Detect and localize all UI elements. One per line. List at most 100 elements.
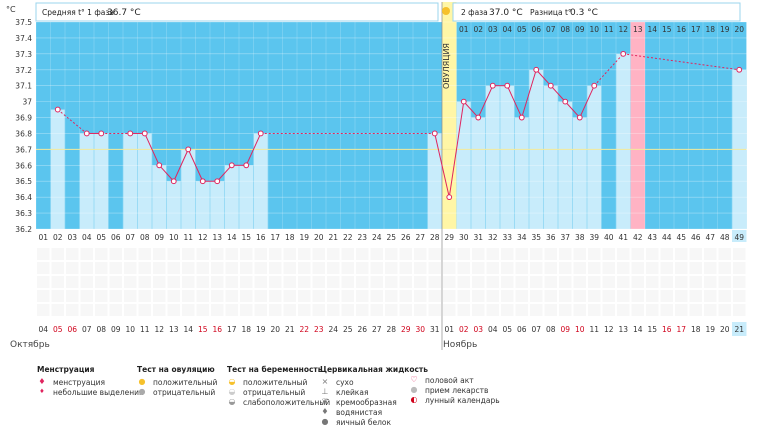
weak-face-icon: ◒ xyxy=(228,397,236,406)
legend-menstruation: Менструация ♦ менструация ♦ небольшие выде… xyxy=(37,365,144,397)
temperature-point xyxy=(562,98,569,105)
temperature-point xyxy=(228,162,235,169)
icon-cell xyxy=(660,248,673,260)
icon-cell xyxy=(573,262,586,274)
y-tick-label: 36.2 xyxy=(15,225,32,234)
icon-cell xyxy=(138,290,151,302)
cycle-day: 33 xyxy=(502,233,512,242)
date-label: 07 xyxy=(82,325,92,334)
smile-icon: ◒ xyxy=(228,377,236,386)
icon-cell xyxy=(530,248,543,260)
icon-cell xyxy=(515,248,528,260)
y-tick-label: 37.4 xyxy=(15,34,32,43)
temperature-bar xyxy=(239,165,254,229)
icon-cell xyxy=(240,290,253,302)
legend-item: клейкая xyxy=(336,387,369,397)
temperature-line-segment xyxy=(245,133,262,166)
icon-cell xyxy=(370,304,383,316)
icon-cell xyxy=(689,262,702,274)
date-label: 06 xyxy=(517,325,527,334)
legend-menstruation-title: Менструация xyxy=(37,365,95,374)
phase1-label: Средняя t° 1 фаза xyxy=(42,8,114,17)
icon-cell xyxy=(602,290,615,302)
y-tick-label: 36.5 xyxy=(15,177,32,186)
date-label: 11 xyxy=(140,325,150,334)
icon-cell xyxy=(660,290,673,302)
sun-icon xyxy=(442,7,450,15)
temperature-bar xyxy=(587,85,602,229)
date-label: 31 xyxy=(430,325,440,334)
legend-item: слабоположительный xyxy=(243,397,331,407)
icon-cell xyxy=(211,290,224,302)
phase2-day: 01 xyxy=(459,25,469,34)
cycle-day: 37 xyxy=(560,233,570,242)
temperature-point xyxy=(214,178,221,185)
icon-cell xyxy=(269,276,282,288)
icon-cell xyxy=(414,248,427,260)
icon-cell xyxy=(718,276,731,288)
icon-cell xyxy=(167,304,180,316)
icon-cell xyxy=(588,304,601,316)
date-label: 18 xyxy=(691,325,701,334)
icon-cell xyxy=(283,290,296,302)
cycle-day: 10 xyxy=(169,233,179,242)
icon-cell xyxy=(80,262,93,274)
phase2-day: 12 xyxy=(618,25,628,34)
phase2-value: 37.0 °C xyxy=(489,8,523,18)
icon-cell xyxy=(689,304,702,316)
cycle-day: 18 xyxy=(285,233,295,242)
icon-cell xyxy=(327,248,340,260)
sticky-icon: ⊥ xyxy=(321,387,329,396)
temperature-point xyxy=(141,130,148,137)
date-label: 20 xyxy=(720,325,730,334)
temperature-bar xyxy=(79,133,94,229)
icon-cell xyxy=(573,290,586,302)
legend-item: сухо xyxy=(336,377,354,387)
icon-cell xyxy=(211,248,224,260)
icon-cell xyxy=(211,276,224,288)
icon-cell xyxy=(254,262,267,274)
legend-item: отрицательный xyxy=(153,387,216,397)
icon-cell xyxy=(327,262,340,274)
icon-cell xyxy=(80,276,93,288)
icon-cell xyxy=(559,290,572,302)
icon-cell xyxy=(385,262,398,274)
icon-cell xyxy=(530,262,543,274)
icon-cell xyxy=(675,248,688,260)
date-label: 11 xyxy=(589,325,599,334)
icon-cell xyxy=(428,276,441,288)
cycle-day: 48 xyxy=(720,233,730,242)
temperature-point xyxy=(185,146,192,153)
icon-cell xyxy=(486,262,499,274)
icon-cell xyxy=(283,276,296,288)
legend-pregnancy-test: Тест на беременность ◒ положительный ◒ отр… xyxy=(227,365,330,407)
icon-cell xyxy=(138,262,151,274)
phase2-day: 19 xyxy=(720,25,730,34)
icon-cell xyxy=(414,290,427,302)
date-label: 12 xyxy=(154,325,164,334)
icon-cell xyxy=(370,248,383,260)
icon-cell xyxy=(588,262,601,274)
temperature-point xyxy=(475,114,482,121)
legend-cervical-fluid: Цервикальная жидкость × сухо ⊥ клейкая ❦ кр… xyxy=(320,365,428,427)
temperature-line-segment xyxy=(187,149,204,182)
icon-cell xyxy=(327,304,340,316)
icon-cell xyxy=(515,304,528,316)
icon-cell xyxy=(95,276,108,288)
icon-cell xyxy=(443,290,456,302)
cycle-day: 12 xyxy=(198,233,208,242)
icon-cell xyxy=(109,276,122,288)
icon-cell xyxy=(167,248,180,260)
date-label: 10 xyxy=(575,325,585,334)
icon-cell xyxy=(457,262,470,274)
icon-cell xyxy=(196,304,209,316)
icon-cell xyxy=(559,276,572,288)
date-label: 16 xyxy=(662,325,672,334)
legend-ovulation-test: Тест на овуляцию ● положительный ● отрицат… xyxy=(137,365,217,397)
icon-cell xyxy=(501,304,514,316)
icon-cell xyxy=(298,248,311,260)
moon-icon: ◐ xyxy=(410,395,418,404)
date-label: 15 xyxy=(647,325,657,334)
date-label: 17 xyxy=(227,325,237,334)
